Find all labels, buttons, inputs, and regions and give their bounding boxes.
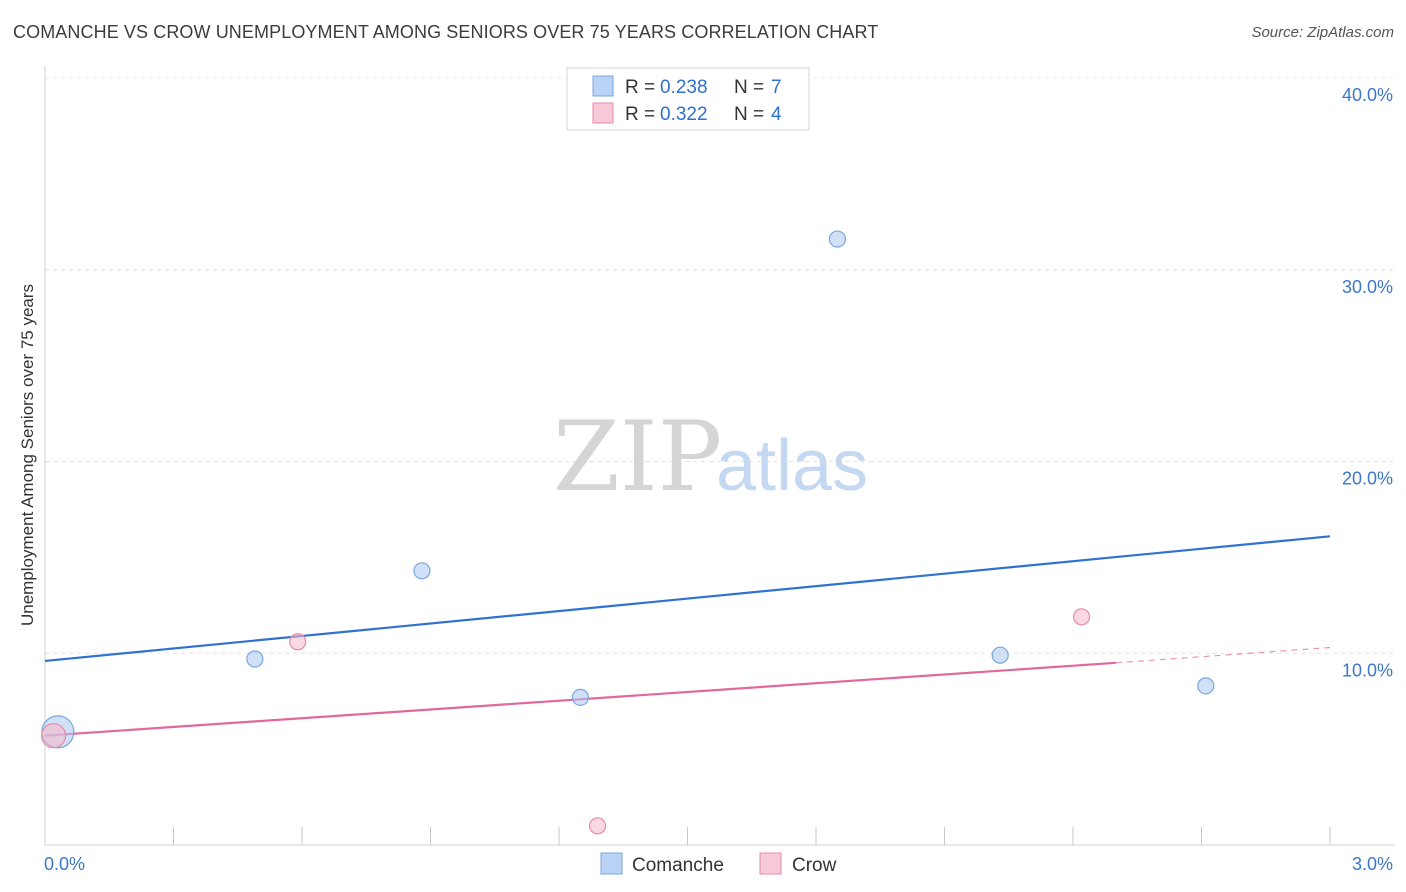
legend-r-label-comanche: R = (625, 77, 655, 98)
legend-n-value-comanche: 7 (771, 77, 782, 98)
legend-box: R = 0.238 N = 7 R = 0.322 N = 4 (566, 67, 810, 131)
watermark-atlas: atlas (716, 426, 868, 506)
bottom-legend-swatch-comanche (600, 852, 623, 875)
point-comanche-1 (246, 650, 264, 668)
legend-swatch-crow (592, 102, 614, 124)
bottom-legend-label-crow: Crow (792, 855, 837, 876)
point-comanche-3 (571, 688, 590, 706)
bottom-legend-swatch-crow (759, 852, 782, 875)
point-comanche-5 (991, 646, 1009, 664)
source-label: Source: ZipAtlas.com (1251, 24, 1394, 41)
grid-lines (45, 77, 1395, 654)
y-tick-label-0: 10.0% (1342, 660, 1393, 680)
point-comanche-2 (413, 562, 431, 580)
y-tick-label-2: 30.0% (1342, 277, 1393, 297)
y-tick-labels: 10.0% 20.0% 30.0% 40.0% (1342, 85, 1393, 680)
bottom-legend-label-comanche: Comanche (632, 855, 724, 876)
legend-r-label-crow: R = (625, 104, 655, 125)
legend-n-value-crow: 4 (771, 104, 782, 125)
trend-line-dashed-crow (1115, 646, 1331, 664)
point-crow-2 (588, 817, 607, 835)
point-crow-1 (289, 633, 307, 651)
legend-swatch-comanche (592, 75, 614, 97)
y-axis-title: Unemployment Among Seniors over 75 years (18, 284, 37, 626)
bottom-legend: Comanche Crow (600, 852, 837, 876)
legend-n-label-crow: N = (734, 104, 764, 125)
legend-n-label-comanche: N = (734, 77, 764, 98)
data-points (40, 230, 1215, 835)
y-tick-label-1: 20.0% (1342, 469, 1393, 489)
watermark: ZIP atlas (553, 401, 868, 513)
trend-line-comanche (44, 535, 1331, 663)
point-crow-3 (1072, 608, 1091, 626)
x-tick-label-1: 3.0% (1352, 854, 1393, 874)
point-comanche-4 (828, 230, 847, 248)
y-tick-label-3: 40.0% (1342, 85, 1393, 105)
trend-lines (44, 535, 1331, 737)
point-crow-0 (40, 723, 67, 749)
x-tick-label-0: 0.0% (44, 854, 85, 874)
x-tick-labels: 0.0% 3.0% (44, 854, 1393, 874)
legend-r-value-crow: 0.322 (660, 104, 708, 125)
axes (44, 66, 1395, 846)
point-comanche-6 (1197, 677, 1215, 695)
legend-r-value-comanche: 0.238 (660, 77, 708, 98)
chart-title: COMANCHE VS CROW UNEMPLOYMENT AMONG SENI… (13, 22, 879, 42)
watermark-zip: ZIP (553, 401, 722, 513)
